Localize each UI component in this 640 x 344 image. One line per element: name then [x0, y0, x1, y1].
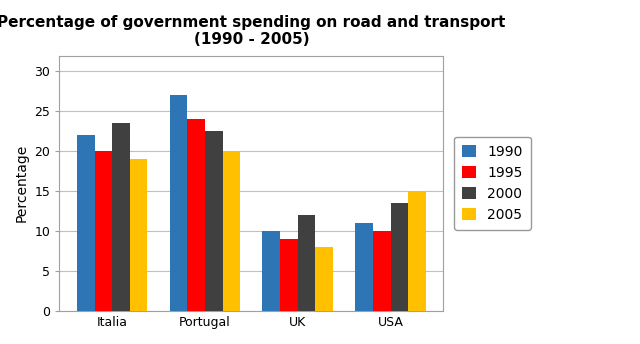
Bar — [280, 239, 298, 311]
Bar — [188, 119, 205, 311]
Bar — [95, 151, 112, 311]
Bar — [408, 191, 426, 311]
Bar — [298, 215, 316, 311]
Title: Percentage of government spending on road and transport
(1990 - 2005): Percentage of government spending on roa… — [0, 15, 506, 47]
Bar — [205, 131, 223, 311]
Bar — [262, 231, 280, 311]
Legend: 1990, 1995, 2000, 2005: 1990, 1995, 2000, 2005 — [454, 137, 531, 230]
Bar — [130, 159, 147, 311]
Bar — [390, 203, 408, 311]
Bar — [112, 123, 130, 311]
Bar — [170, 95, 188, 311]
Bar — [355, 223, 373, 311]
Bar — [373, 231, 390, 311]
Bar — [316, 247, 333, 311]
Bar — [77, 136, 95, 311]
Bar — [223, 151, 240, 311]
Y-axis label: Percentage: Percentage — [15, 144, 29, 223]
